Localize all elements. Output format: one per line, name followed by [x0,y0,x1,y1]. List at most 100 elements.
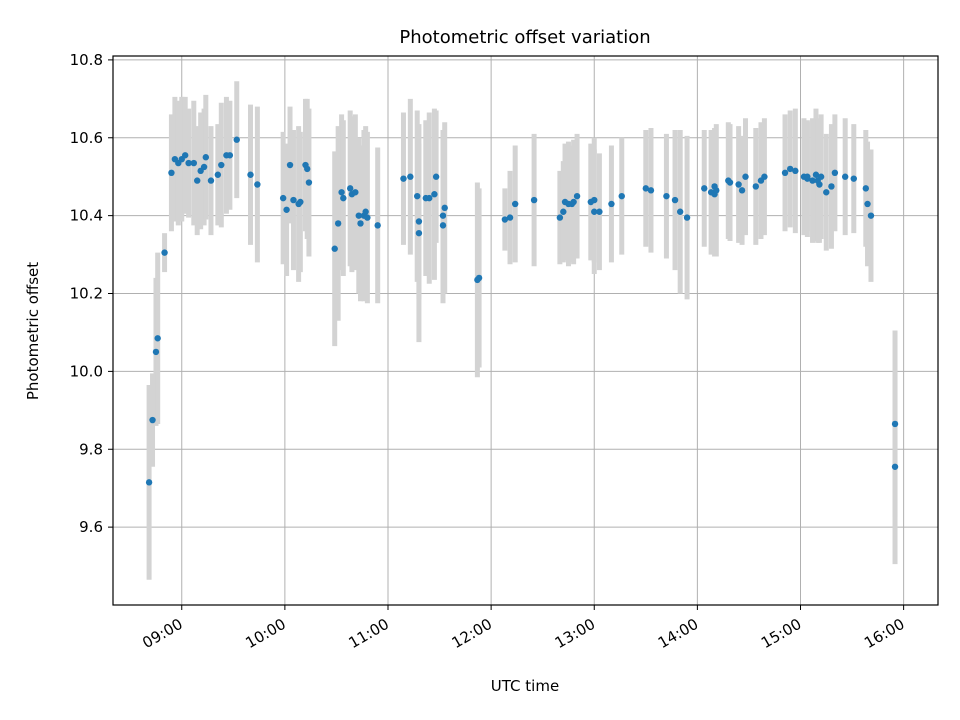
data-point [738,187,746,194]
data-point [850,175,857,182]
plot-frame [112,55,939,606]
data-point [817,173,825,180]
data-point [415,218,423,225]
y-axis-label: Photometric offset [24,262,42,400]
data-point [864,200,871,208]
data-point [168,169,175,177]
data-point [752,183,760,190]
data-point [891,420,899,428]
x-axis-label: UTC time [491,677,559,695]
y-tick-label: 10.0 [70,362,103,380]
data-point [713,187,720,194]
data-point [207,177,215,184]
data-point [501,216,509,223]
data-point [286,161,294,169]
data-point [254,181,261,188]
data-point [792,167,799,175]
data-point [573,192,581,200]
data-point [862,185,870,192]
y-tick-label: 10.6 [70,129,103,147]
data-point [804,173,811,180]
data-point [340,194,347,202]
data-point [357,220,364,227]
data-point [431,191,438,198]
data-point [407,173,414,180]
data-point [608,200,615,208]
data-point [364,214,371,221]
data-point [591,208,598,215]
data-point [161,249,168,256]
data-point [352,189,359,196]
data-point [781,169,789,177]
data-point [362,208,369,215]
data-point [570,198,577,206]
data-point [185,159,192,167]
data-point [439,212,447,219]
data-point [149,416,156,424]
data-point [355,212,362,219]
data-point [786,165,794,173]
data-point [761,173,768,180]
data-point [334,220,342,227]
data-point [742,173,749,180]
data-point [426,194,433,202]
data-point [202,154,210,161]
data-point [663,192,670,200]
data-point [226,152,234,159]
data-point [831,169,839,177]
data-point [154,335,161,342]
data-point [338,189,345,196]
data-point [812,171,820,178]
y-tick-label: 9.8 [79,440,103,458]
data-point [671,196,679,204]
data-point [283,206,290,213]
data-point [647,187,655,194]
data-point [279,194,287,202]
data-point [190,159,197,167]
data-point [218,161,225,169]
chart-title: Photometric offset variation [399,27,650,48]
data-points [145,136,899,486]
data-point [642,185,650,192]
data-point [297,198,304,206]
data-point [726,179,734,186]
y-tick-label: 10.2 [70,285,103,303]
data-point [591,196,598,204]
data-point [374,222,381,229]
data-point [152,348,160,356]
data-point [305,179,313,186]
data-point [530,196,538,204]
data-point [683,214,691,221]
data-point [618,192,625,200]
data-point [506,214,514,221]
data-point [841,173,849,180]
data-point [439,222,447,229]
data-point [181,152,189,159]
data-point [511,200,519,208]
data-point [331,245,338,252]
data-point [432,173,440,180]
grid [113,56,938,605]
data-point [400,175,407,182]
data-point [194,177,201,184]
data-point [596,208,603,215]
data-point [214,171,222,178]
data-point [867,212,875,219]
data-point [676,208,684,215]
y-tick-label: 10.4 [70,207,103,225]
data-point [290,196,297,204]
y-axis: 9.6 9.8 10.0 10.2 10.4 10.6 10.8 [70,51,113,536]
data-point [475,274,483,282]
data-point [828,183,835,190]
data-point [304,165,311,173]
data-point [891,463,899,470]
data-point [415,229,423,237]
y-tick-label: 9.6 [79,518,103,536]
data-point [346,185,354,192]
data-point [701,185,708,192]
data-point [556,214,564,221]
data-point [200,163,208,171]
y-tick-label: 10.8 [70,51,103,69]
data-point [145,479,153,486]
